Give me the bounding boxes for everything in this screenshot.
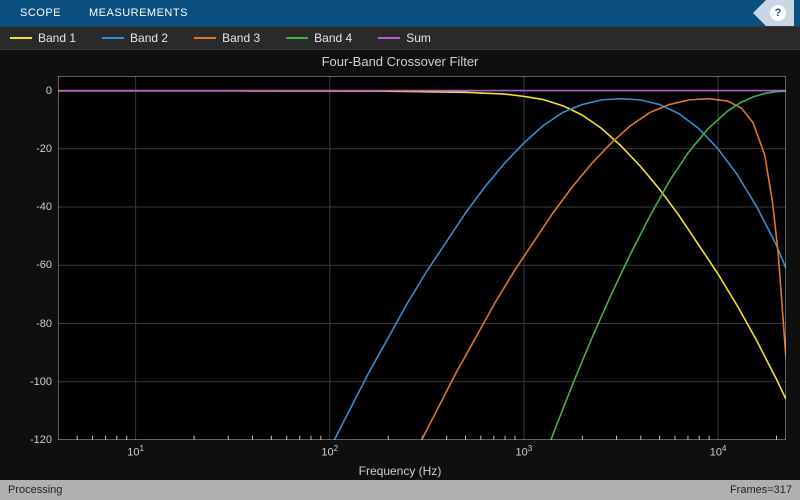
plot-area: Four-Band Crossover Filter Frequency Res…: [0, 50, 800, 480]
legend-bar: Band 1 Band 2 Band 3 Band 4 Sum: [0, 26, 800, 50]
y-tick-label: 0: [46, 85, 52, 97]
menu-scope[interactable]: SCOPE: [6, 7, 75, 19]
help-pill: ?: [753, 0, 794, 26]
legend-swatch: [102, 37, 124, 40]
axes: 0-20-40-60-80-100-120101102103104: [58, 76, 786, 440]
status-right: Frames=317: [730, 484, 792, 496]
help-icon[interactable]: ?: [770, 5, 786, 21]
legend-label: Sum: [406, 31, 431, 45]
y-tick-label: -120: [30, 434, 52, 446]
x-tick-label: 101: [127, 444, 144, 459]
legend-swatch: [194, 37, 216, 40]
help-pill-body: ?: [766, 0, 794, 26]
y-tick-label: -100: [30, 376, 52, 388]
legend-swatch: [286, 37, 308, 40]
x-tick-label: 102: [321, 444, 338, 459]
legend-item-0[interactable]: Band 1: [10, 31, 94, 45]
chart-title: Four-Band Crossover Filter: [0, 54, 800, 69]
legend-swatch: [10, 37, 32, 40]
x-tick-label: 104: [710, 444, 727, 459]
legend-swatch: [378, 37, 400, 40]
legend-item-4[interactable]: Sum: [378, 31, 449, 45]
legend-label: Band 1: [38, 31, 76, 45]
legend-label: Band 2: [130, 31, 168, 45]
legend-label: Band 3: [222, 31, 260, 45]
legend-item-1[interactable]: Band 2: [102, 31, 186, 45]
y-tick-label: -40: [36, 201, 52, 213]
y-tick-label: -80: [36, 318, 52, 330]
y-tick-label: -20: [36, 143, 52, 155]
x-tick-label: 103: [516, 444, 533, 459]
status-bar: Processing Frames=317: [0, 480, 800, 500]
legend-item-2[interactable]: Band 3: [194, 31, 278, 45]
x-axis-label: Frequency (Hz): [0, 464, 800, 478]
menu-measurements[interactable]: MEASUREMENTS: [75, 7, 202, 19]
status-left: Processing: [8, 484, 62, 496]
legend-item-3[interactable]: Band 4: [286, 31, 370, 45]
y-tick-label: -60: [36, 259, 52, 271]
menu-bar: SCOPE MEASUREMENTS ?: [0, 0, 800, 26]
help-chevron: [753, 0, 766, 26]
legend-label: Band 4: [314, 31, 352, 45]
